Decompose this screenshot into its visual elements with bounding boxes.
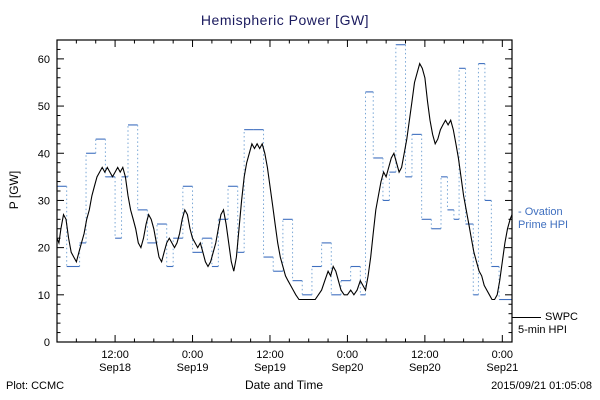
legend-swpc-line-marker xyxy=(512,317,541,318)
svg-text:0:00: 0:00 xyxy=(337,349,358,361)
plot-source-label: Plot: CCMC xyxy=(6,380,65,392)
svg-text:10: 10 xyxy=(38,290,50,302)
svg-text:12:00: 12:00 xyxy=(256,349,284,361)
svg-text:40: 40 xyxy=(38,148,50,160)
legend-swpc-line2: 5-min HPI xyxy=(518,324,567,336)
svg-text:Sep19: Sep19 xyxy=(254,362,286,374)
legend-ovation-line2: Prime HPI xyxy=(518,219,569,231)
svg-text:0:00: 0:00 xyxy=(182,349,203,361)
svg-text:20: 20 xyxy=(38,243,50,255)
svg-text:0: 0 xyxy=(44,337,50,349)
svg-text:Sep20: Sep20 xyxy=(409,362,441,374)
legend-ovation: - Ovation Prime HPI xyxy=(518,206,568,232)
legend-ovation-line1: - Ovation xyxy=(518,206,563,218)
x-axis-label: Date and Time xyxy=(244,378,324,392)
svg-text:0:00: 0:00 xyxy=(492,349,513,361)
svg-text:Sep18: Sep18 xyxy=(99,362,131,374)
svg-text:12:00: 12:00 xyxy=(101,349,129,361)
svg-text:12:00: 12:00 xyxy=(411,349,439,361)
svg-text:Sep19: Sep19 xyxy=(177,362,209,374)
svg-text:30: 30 xyxy=(38,195,50,207)
y-axis-label: P [GW] xyxy=(7,170,21,210)
legend-swpc-line1: SWPC xyxy=(545,311,578,323)
plot-timestamp: 2015/09/21 01:05:08 xyxy=(491,380,592,392)
svg-text:Sep20: Sep20 xyxy=(332,362,364,374)
chart-title: Hemispheric Power [GW] xyxy=(200,12,370,28)
svg-text:50: 50 xyxy=(38,101,50,113)
svg-text:60: 60 xyxy=(38,54,50,66)
svg-text:Sep21: Sep21 xyxy=(486,362,518,374)
